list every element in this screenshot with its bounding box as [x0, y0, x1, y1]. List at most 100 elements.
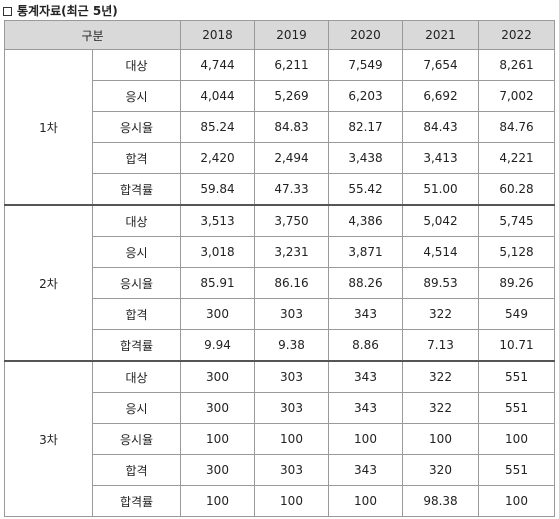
table-cell: 82.17: [328, 111, 403, 143]
table-row: 합격 2,420 2,494 3,438 3,413 4,221: [5, 142, 555, 174]
header-year: 2022: [478, 20, 555, 50]
group-label: 2차: [4, 204, 93, 362]
table-row: 합격률 59.84 47.33 55.42 51.00 60.28: [5, 173, 555, 206]
table-cell: 100: [180, 423, 255, 455]
table-cell: 100: [254, 485, 329, 517]
table-cell: 7,549: [328, 49, 403, 81]
row-label: 대상: [92, 360, 181, 393]
table-row: 응시 300 303 343 322 551: [5, 392, 555, 424]
table-cell: 7,002: [478, 80, 555, 112]
table-row: 합격률 9.94 9.38 8.86 7.13 10.71: [5, 329, 555, 362]
table-cell: 51.00: [402, 173, 479, 206]
table-cell: 343: [328, 392, 403, 424]
group-label: 1차: [4, 49, 93, 206]
table-cell: 303: [254, 392, 329, 424]
table-cell: 320: [402, 454, 479, 486]
row-label: 합격률: [92, 485, 181, 517]
table-cell: 322: [402, 360, 479, 393]
table-row: 합격 300 303 343 322 549: [5, 298, 555, 330]
table-row: 합격률 100 100 100 98.38 100: [5, 485, 555, 517]
group-label: 3차: [4, 360, 93, 517]
table-cell: 3,231: [254, 236, 329, 268]
table-cell: 322: [402, 298, 479, 330]
table-cell: 100: [180, 485, 255, 517]
table-row: 1차 대상 4,744 6,211 7,549 7,654 8,261: [4, 49, 555, 206]
table-cell: 100: [402, 423, 479, 455]
table-cell: 3,871: [328, 236, 403, 268]
row-label: 응시율: [92, 111, 181, 143]
table-cell: 100: [254, 423, 329, 455]
row-label: 대상: [92, 49, 181, 81]
table-cell: 6,211: [254, 49, 329, 81]
header-year: 2019: [254, 20, 329, 50]
table-cell: 100: [478, 423, 555, 455]
table-cell: 60.28: [478, 173, 555, 206]
table-cell: 88.26: [328, 267, 403, 299]
table-cell: 551: [478, 454, 555, 486]
table-cell: 551: [478, 360, 555, 393]
table-cell: 5,042: [402, 204, 479, 237]
table-cell: 3,750: [254, 204, 329, 237]
table-cell: 8,261: [478, 49, 555, 81]
table-cell: 7,654: [402, 49, 479, 81]
table-cell: 343: [328, 360, 403, 393]
table-cell: 89.53: [402, 267, 479, 299]
table-cell: 303: [254, 454, 329, 486]
row-label: 합격: [92, 142, 181, 174]
row-label: 응시: [92, 236, 181, 268]
table-row: 2차 대상 3,513 3,750 4,386 5,042 5,745: [4, 204, 555, 362]
table-cell: 100: [328, 485, 403, 517]
table-cell: 551: [478, 392, 555, 424]
table-cell: 7.13: [402, 329, 479, 362]
table-row: 합격 300 303 343 320 551: [5, 454, 555, 486]
header-year: 2020: [328, 20, 403, 50]
row-label: 응시: [92, 80, 181, 112]
table-cell: 84.83: [254, 111, 329, 143]
table-cell: 300: [180, 454, 255, 486]
table-cell: 8.86: [328, 329, 403, 362]
title-text: 통계자료(최근 5년): [17, 4, 118, 18]
table-cell: 9.38: [254, 329, 329, 362]
table-cell: 86.16: [254, 267, 329, 299]
statistics-table: 구분 2018 2019 2020 2021 2022 1차 대상 4,744 6,2…: [4, 20, 555, 517]
table-cell: 322: [402, 392, 479, 424]
table-cell: 47.33: [254, 173, 329, 206]
row-label: 대상: [92, 204, 181, 237]
table-cell: 100: [328, 423, 403, 455]
table-cell: 85.91: [180, 267, 255, 299]
table-cell: 343: [328, 298, 403, 330]
table-cell: 4,044: [180, 80, 255, 112]
row-label: 응시: [92, 392, 181, 424]
table-cell: 5,745: [478, 204, 555, 237]
header-year: 2021: [402, 20, 479, 50]
table-row: 응시율 100 100 100 100 100: [5, 423, 555, 455]
document-title: 통계자료(최근 5년): [3, 3, 118, 19]
table-cell: 9.94: [180, 329, 255, 362]
table-cell: 3,018: [180, 236, 255, 268]
checkbox-icon: [3, 6, 12, 16]
table-cell: 84.76: [478, 111, 555, 143]
table-cell: 5,128: [478, 236, 555, 268]
table-cell: 85.24: [180, 111, 255, 143]
table-row: 응시율 85.24 84.83 82.17 84.43 84.76: [5, 111, 555, 143]
table-cell: 10.71: [478, 329, 555, 362]
table-row: 응시 4,044 5,269 6,203 6,692 7,002: [5, 80, 555, 112]
table-cell: 84.43: [402, 111, 479, 143]
table-cell: 5,269: [254, 80, 329, 112]
table-cell: 59.84: [180, 173, 255, 206]
row-label: 합격률: [92, 329, 181, 362]
header-year: 2018: [180, 20, 255, 50]
table-cell: 3,513: [180, 204, 255, 237]
table-cell: 55.42: [328, 173, 403, 206]
table-cell: 3,438: [328, 142, 403, 174]
table-cell: 303: [254, 298, 329, 330]
row-label: 합격률: [92, 173, 181, 206]
table-row: 3차 대상 300 303 343 322 551: [4, 360, 555, 517]
table-row: 응시 3,018 3,231 3,871 4,514 5,128: [5, 236, 555, 268]
table-cell: 300: [180, 360, 255, 393]
row-label: 합격: [92, 454, 181, 486]
row-label: 합격: [92, 298, 181, 330]
table-cell: 100: [478, 485, 555, 517]
table-cell: 549: [478, 298, 555, 330]
row-label: 응시율: [92, 423, 181, 455]
